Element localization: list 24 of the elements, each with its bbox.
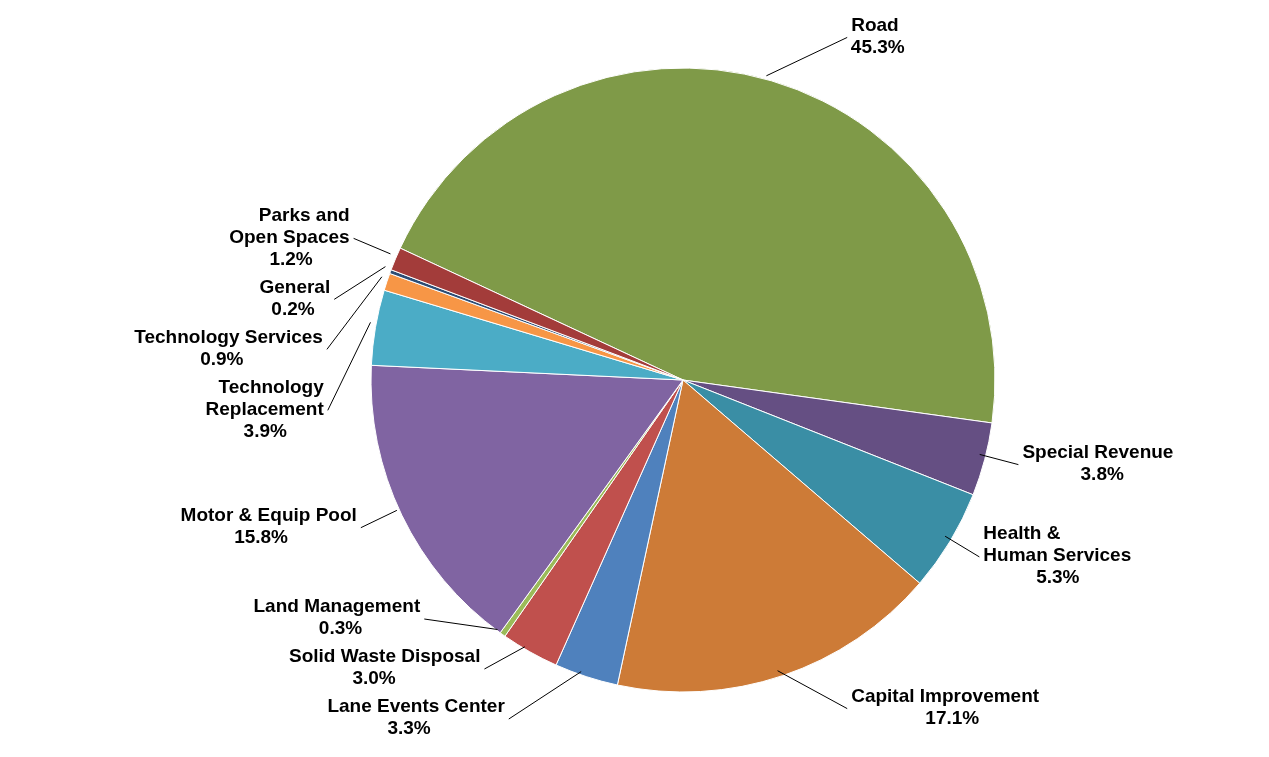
slice-label: Land Management: [253, 595, 421, 617]
data-label: 5.3%: [1036, 566, 1080, 588]
slice-label: Technology Services: [134, 325, 323, 347]
slice-label: Motor & Equip Pool: [180, 503, 357, 525]
data-label: 1.2%: [269, 247, 313, 269]
data-label: 17.1%: [925, 706, 980, 728]
slice-label: Road: [851, 13, 899, 35]
data-label: 0.2%: [271, 297, 315, 319]
slice-label: General: [259, 275, 331, 297]
slice-label: Special Revenue: [1022, 440, 1174, 462]
slice-label: Technology Replacement: [205, 375, 325, 419]
slice-label: Solid Waste Disposal: [288, 645, 481, 667]
data-label: 3.3%: [387, 717, 431, 739]
slice-label: Lane Events Center: [327, 695, 506, 717]
slice-label: Health & Human Services: [983, 522, 1132, 566]
data-label: 15.8%: [234, 525, 289, 547]
slice-label: Capital Improvement: [851, 684, 1040, 706]
data-label: 45.3%: [850, 35, 905, 57]
data-label: 0.9%: [200, 347, 244, 369]
data-label: 3.8%: [1080, 462, 1124, 484]
data-label: 3.9%: [243, 419, 288, 441]
data-label: 0.3%: [318, 617, 363, 639]
slice-label: Parks and Open Spaces: [229, 203, 350, 247]
data-label: 3.0%: [352, 667, 396, 689]
